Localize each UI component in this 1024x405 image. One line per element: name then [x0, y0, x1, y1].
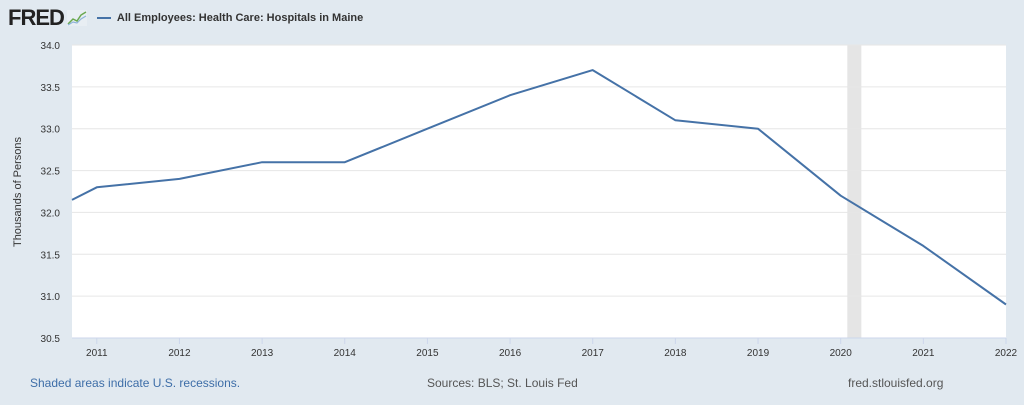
y-axis-label: Thousands of Persons: [12, 136, 24, 247]
y-tick-label: 30.5: [41, 334, 61, 345]
y-tick-label: 33.0: [41, 125, 61, 136]
series-line[interactable]: [71, 69, 1007, 306]
x-tick-label: 2019: [747, 348, 770, 359]
plot-area: [72, 45, 1006, 338]
y-tick-label: 33.5: [41, 83, 61, 94]
fred-graph-icon: [66, 10, 87, 26]
recession-note-link[interactable]: Shaded areas indicate U.S. recessions.: [30, 376, 241, 390]
legend-label: All Employees: Health Care: Hospitals in…: [116, 12, 364, 24]
x-tick-label: 2017: [582, 348, 605, 359]
x-tick-label: 2015: [416, 348, 439, 359]
chart-header: FRED All Employees: Health Care: Hospita…: [8, 5, 364, 30]
y-tick-label: 31.0: [41, 292, 61, 303]
recession-band: [847, 45, 862, 338]
x-tick-label: 2018: [664, 348, 687, 359]
site-link[interactable]: fred.stlouisfed.org: [848, 376, 944, 390]
legend-swatch: [96, 17, 111, 19]
sources-text: Sources: BLS; St. Louis Fed: [427, 376, 578, 390]
x-tick-label: 2014: [334, 348, 357, 359]
x-tick-label: 2016: [499, 348, 522, 359]
x-tick-label: 2021: [912, 348, 935, 359]
x-tick-label: 2020: [830, 348, 853, 359]
fred-logo: FRED: [8, 5, 65, 30]
y-tick-label: 34.0: [41, 41, 61, 52]
x-tick-label: 2011: [86, 348, 108, 359]
y-tick-label: 31.5: [41, 250, 61, 261]
x-tick-label: 2013: [251, 348, 274, 359]
x-tick-label: 2012: [168, 348, 191, 359]
legend-item[interactable]: All Employees: Health Care: Hospitals in…: [96, 12, 364, 24]
x-tick-label: 2022: [995, 348, 1018, 359]
y-tick-label: 32.5: [41, 167, 61, 178]
y-tick-label: 32.0: [41, 208, 61, 219]
